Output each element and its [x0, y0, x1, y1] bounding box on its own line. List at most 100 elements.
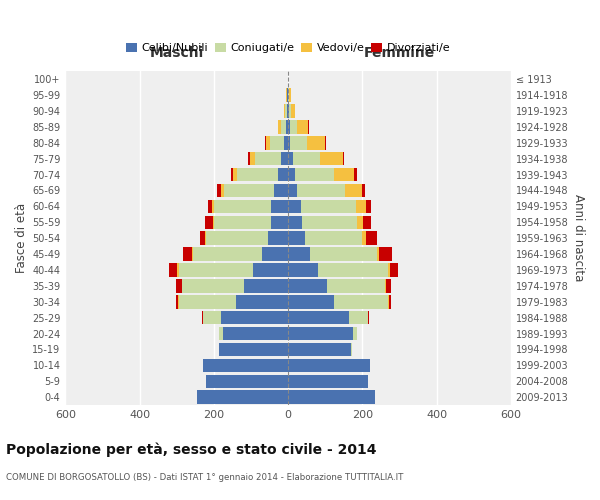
Bar [213, 216, 214, 229]
Bar [218, 342, 220, 356]
Bar [214, 216, 271, 229]
Bar [224, 184, 274, 197]
Bar [278, 168, 288, 181]
Bar [293, 152, 320, 166]
Bar [345, 184, 362, 197]
Bar [176, 279, 182, 292]
Bar [244, 279, 288, 292]
Bar [349, 311, 368, 324]
Bar [288, 216, 302, 229]
Text: Popolazione per età, sesso e stato civile - 2014: Popolazione per età, sesso e stato civil… [6, 442, 377, 457]
Bar [320, 152, 343, 166]
Bar [271, 200, 288, 213]
Bar [208, 200, 212, 213]
Bar [289, 104, 290, 118]
Bar [379, 248, 392, 261]
Bar [268, 232, 288, 245]
Bar [288, 232, 305, 245]
Bar [176, 295, 178, 308]
Bar [351, 342, 352, 356]
Bar [288, 342, 351, 356]
Bar [298, 184, 345, 197]
Bar [253, 263, 288, 276]
Bar [287, 88, 288, 102]
Bar [290, 120, 296, 134]
Bar [357, 216, 362, 229]
Bar [386, 279, 391, 292]
Bar [270, 136, 284, 149]
Bar [193, 248, 262, 261]
Bar [221, 311, 288, 324]
Bar [248, 152, 250, 166]
Bar [289, 88, 290, 102]
Bar [265, 136, 266, 149]
Bar [301, 200, 356, 213]
Bar [388, 295, 389, 308]
Bar [286, 104, 287, 118]
Bar [223, 327, 288, 340]
Bar [250, 152, 256, 166]
Bar [310, 248, 377, 261]
Legend: Celibi/Nubili, Coniugati/e, Vedovi/e, Divorziati/e: Celibi/Nubili, Coniugati/e, Vedovi/e, Di… [121, 38, 455, 58]
Bar [288, 263, 318, 276]
Bar [206, 374, 288, 388]
Bar [281, 120, 286, 134]
Bar [290, 136, 307, 149]
Bar [385, 279, 386, 292]
Bar [212, 200, 214, 213]
Bar [390, 263, 398, 276]
Bar [183, 248, 193, 261]
Bar [182, 279, 244, 292]
Bar [305, 232, 362, 245]
Bar [334, 168, 354, 181]
Bar [178, 263, 179, 276]
Bar [362, 184, 365, 197]
Bar [286, 120, 288, 134]
Bar [284, 136, 288, 149]
Bar [388, 263, 390, 276]
Bar [169, 263, 178, 276]
Bar [334, 295, 388, 308]
Bar [214, 200, 271, 213]
Bar [325, 136, 326, 149]
Bar [262, 248, 288, 261]
Bar [288, 327, 353, 340]
Bar [288, 136, 290, 149]
Bar [288, 390, 375, 404]
Bar [221, 184, 224, 197]
Bar [327, 279, 385, 292]
Bar [206, 232, 268, 245]
Bar [318, 263, 388, 276]
Bar [288, 279, 327, 292]
Text: COMUNE DI BORGOSATOLLO (BS) - Dati ISTAT 1° gennaio 2014 - Elaborazione TUTTITAL: COMUNE DI BORGOSATOLLO (BS) - Dati ISTAT… [6, 472, 403, 482]
Y-axis label: Anni di nascita: Anni di nascita [572, 194, 585, 282]
Bar [288, 184, 298, 197]
Bar [353, 327, 358, 340]
Bar [237, 168, 278, 181]
Text: Maschi: Maschi [149, 46, 204, 60]
Bar [202, 311, 203, 324]
Bar [233, 168, 237, 181]
Bar [356, 200, 367, 213]
Bar [288, 152, 293, 166]
Bar [284, 104, 286, 118]
Bar [296, 120, 308, 134]
Bar [203, 358, 288, 372]
Bar [362, 216, 371, 229]
Bar [271, 216, 288, 229]
Bar [220, 327, 223, 340]
Bar [288, 311, 349, 324]
Bar [231, 168, 233, 181]
Bar [256, 152, 281, 166]
Bar [288, 374, 368, 388]
Bar [288, 120, 290, 134]
Bar [288, 168, 295, 181]
Bar [354, 168, 357, 181]
Bar [220, 342, 288, 356]
Bar [200, 232, 205, 245]
Bar [288, 104, 289, 118]
Bar [362, 232, 366, 245]
Bar [217, 184, 221, 197]
Bar [307, 136, 325, 149]
Bar [178, 295, 179, 308]
